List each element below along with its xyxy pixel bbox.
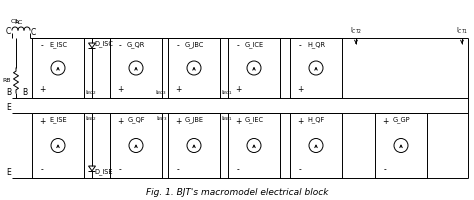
Text: C: C [31, 28, 36, 37]
Circle shape [247, 138, 261, 152]
Text: -: - [177, 42, 180, 50]
Bar [32, 38, 84, 98]
Text: +: + [235, 86, 242, 95]
Bar [375, 113, 427, 178]
Text: +: + [175, 116, 182, 126]
Text: +: + [175, 86, 182, 95]
Circle shape [309, 138, 323, 152]
Circle shape [394, 138, 408, 152]
Text: G_JBC: G_JBC [184, 41, 204, 48]
Text: -: - [41, 42, 44, 50]
Text: E_ISC: E_ISC [49, 41, 67, 48]
Text: G_IEC: G_IEC [245, 116, 264, 123]
Text: +: + [39, 116, 46, 126]
Circle shape [247, 61, 261, 75]
Text: +: + [117, 116, 124, 126]
Text: H_QF: H_QF [307, 116, 325, 123]
Text: B: B [22, 88, 27, 97]
Text: +: + [382, 116, 389, 126]
Text: +: + [297, 86, 303, 95]
Circle shape [309, 61, 323, 75]
Circle shape [129, 61, 143, 75]
Text: G_GP: G_GP [392, 116, 410, 123]
Text: -: - [41, 166, 44, 174]
Text: I$_{BC2}$: I$_{BC2}$ [85, 88, 97, 97]
Text: I$_{BE3}$: I$_{BE3}$ [155, 114, 167, 123]
Text: RB: RB [2, 78, 11, 83]
Text: +: + [235, 116, 242, 126]
Text: C: C [6, 27, 11, 36]
Text: G_QF: G_QF [127, 116, 145, 123]
Bar [290, 113, 342, 178]
Text: G_JBE: G_JBE [184, 116, 203, 123]
Text: -: - [119, 166, 122, 174]
Text: -: - [237, 166, 240, 174]
Text: I$_{BE2}$: I$_{BE2}$ [85, 114, 96, 123]
Text: D_ISC: D_ISC [94, 40, 113, 47]
Text: I$_{BC3}$: I$_{BC3}$ [155, 88, 167, 97]
Text: I$_{BC1}$: I$_{BC1}$ [221, 88, 233, 97]
Bar [290, 38, 342, 98]
Text: -: - [237, 42, 240, 50]
Text: B: B [6, 88, 11, 97]
Bar [228, 38, 280, 98]
Circle shape [51, 61, 65, 75]
Text: -: - [177, 166, 180, 174]
Text: I$_{CT1}$: I$_{CT1}$ [456, 26, 468, 36]
Circle shape [187, 138, 201, 152]
Text: -: - [299, 42, 302, 50]
Circle shape [51, 138, 65, 152]
Text: Fig. 1. BJT's macromodel electrical block: Fig. 1. BJT's macromodel electrical bloc… [146, 188, 328, 197]
Text: -: - [119, 42, 122, 50]
Text: +: + [39, 86, 46, 95]
Text: I$_{CT2}$: I$_{CT2}$ [350, 26, 362, 36]
Text: E_ISE: E_ISE [49, 116, 67, 123]
Bar [110, 113, 162, 178]
Text: E: E [6, 103, 11, 112]
Text: -: - [384, 166, 387, 174]
Text: +: + [297, 116, 303, 126]
Text: C1: C1 [11, 19, 19, 24]
Bar [32, 113, 84, 178]
Circle shape [187, 61, 201, 75]
Text: E: E [6, 168, 11, 177]
Bar [228, 113, 280, 178]
Text: -: - [299, 166, 302, 174]
Circle shape [129, 138, 143, 152]
Text: G_QR: G_QR [127, 41, 145, 48]
Bar [168, 38, 220, 98]
Text: RC: RC [14, 20, 22, 25]
Text: +: + [117, 86, 124, 95]
Text: G_ICE: G_ICE [245, 41, 264, 48]
Bar [110, 38, 162, 98]
Text: H_QR: H_QR [307, 41, 325, 48]
Text: I$_{BE1}$: I$_{BE1}$ [221, 114, 232, 123]
Bar [168, 113, 220, 178]
Text: D_ISE: D_ISE [94, 168, 112, 175]
